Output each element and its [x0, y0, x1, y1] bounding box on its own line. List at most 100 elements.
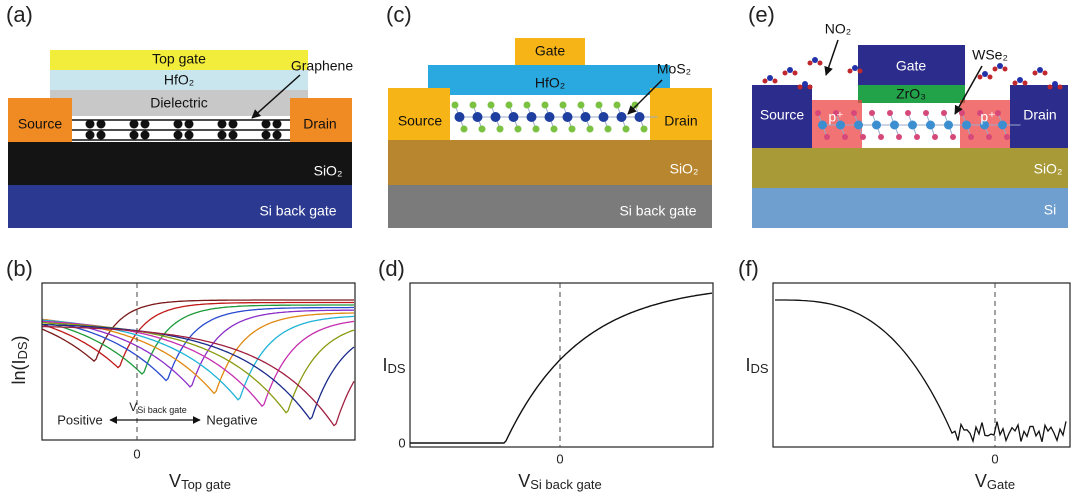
layer-label: SiO₂ — [314, 163, 343, 179]
molecule — [1017, 77, 1023, 83]
layer-label: Drain — [664, 113, 697, 129]
plot-b: ln(IDS) 0 VTop gate VSi back gate Positi… — [9, 282, 356, 492]
curve — [42, 306, 354, 382]
curve — [410, 292, 713, 444]
atom — [272, 119, 282, 129]
electrode — [858, 45, 965, 85]
molecule — [812, 57, 818, 63]
atom — [140, 119, 150, 129]
atom — [217, 119, 227, 129]
atom — [478, 125, 486, 133]
atom — [454, 112, 465, 122]
plot-frame — [772, 282, 1071, 448]
x-axis-label: VGate — [975, 471, 1015, 493]
molecule — [1057, 84, 1063, 90]
panel-label: (c) — [386, 2, 412, 27]
molecule — [807, 84, 813, 90]
panel-label: (e) — [748, 2, 775, 27]
atom — [577, 101, 585, 109]
x-tick-label: 0 — [133, 446, 140, 461]
molecule — [987, 74, 993, 80]
y-axis-label: IDS — [745, 355, 768, 377]
atom — [905, 110, 911, 116]
atom — [854, 120, 863, 130]
atom — [532, 125, 540, 133]
electrode — [752, 85, 812, 148]
atom — [598, 112, 609, 122]
molecule — [847, 68, 853, 74]
atom — [272, 130, 282, 140]
atom — [890, 120, 899, 130]
atom — [173, 119, 183, 129]
layer-label: Gate — [896, 58, 927, 74]
layer-label: Si — [1044, 202, 1056, 218]
layer — [8, 142, 352, 185]
layer-label: WSe₂ — [972, 47, 1008, 63]
atom — [833, 110, 839, 116]
panel-label: (d) — [378, 256, 405, 281]
atom — [562, 112, 573, 122]
molecule — [977, 74, 983, 80]
atom — [613, 101, 621, 109]
layer — [752, 148, 1068, 188]
atom — [217, 130, 227, 140]
molecule — [852, 65, 858, 71]
pointer — [954, 65, 983, 115]
atom — [544, 112, 555, 122]
molecule — [1032, 70, 1038, 76]
curve — [42, 323, 355, 421]
layer-label: SiO₂ — [670, 161, 699, 177]
electrode — [290, 98, 352, 142]
annotation: Negative — [206, 412, 257, 427]
layer-label: Source — [760, 107, 805, 123]
molecule — [1047, 84, 1053, 90]
atom — [586, 125, 594, 133]
layer — [50, 90, 308, 116]
atom — [968, 134, 974, 140]
y-axis-label: ln(IDS) — [9, 335, 31, 384]
atom — [908, 120, 917, 130]
electrode — [515, 38, 585, 66]
atom — [842, 134, 848, 140]
atom — [184, 130, 194, 140]
electrode — [1010, 85, 1068, 148]
atom — [451, 101, 459, 109]
atom — [550, 125, 558, 133]
atom — [932, 134, 938, 140]
atom — [261, 119, 271, 129]
curve — [42, 325, 355, 427]
atom — [505, 101, 513, 109]
y-axis-label: IDS — [382, 355, 405, 377]
layer-label: Graphene — [291, 58, 353, 74]
plot-frame — [409, 282, 714, 448]
layer-label: p⁺ — [828, 109, 843, 125]
atom — [815, 110, 821, 116]
molecule — [807, 60, 813, 66]
atom — [887, 110, 893, 116]
molecule — [797, 84, 803, 90]
molecule — [802, 81, 808, 87]
atom — [944, 120, 953, 130]
atom — [851, 110, 857, 116]
atom — [184, 119, 194, 129]
molecule — [1037, 67, 1043, 73]
atom — [869, 110, 875, 116]
atom — [872, 120, 881, 130]
molecule — [1002, 66, 1008, 72]
pointer — [824, 39, 839, 76]
atom — [824, 134, 830, 140]
atom — [1004, 134, 1010, 140]
atom — [469, 101, 477, 109]
layer — [858, 85, 965, 103]
atom — [261, 130, 271, 140]
atom — [85, 130, 95, 140]
panel-label: (f) — [738, 256, 759, 281]
x-tick-label: 0 — [556, 451, 563, 466]
atom — [980, 120, 989, 130]
atom — [878, 134, 884, 140]
atom — [580, 112, 591, 122]
atom — [818, 120, 827, 130]
device-c: Gate HfO₂ MoS₂ Source Drain SiO₂ Si back… — [388, 38, 712, 228]
annotation: Positive — [57, 412, 103, 427]
atom — [559, 101, 567, 109]
